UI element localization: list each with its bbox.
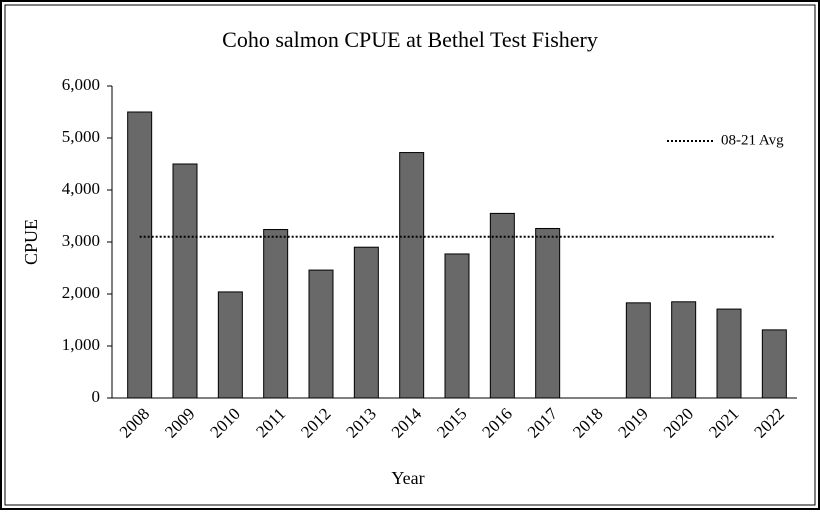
- bar: [308, 269, 334, 399]
- x-tick-label: 2012: [297, 404, 334, 441]
- bar: [535, 227, 561, 399]
- y-axis-label: CPUE: [21, 219, 41, 265]
- x-tick-label: 2016: [478, 404, 515, 441]
- x-tick-label: 2009: [161, 404, 198, 441]
- bar: [761, 329, 787, 399]
- bar: [263, 229, 289, 399]
- x-tick-label: 2021: [705, 404, 742, 441]
- x-tick-label: 2014: [388, 404, 426, 442]
- x-tick-label: 2011: [252, 404, 289, 441]
- x-tick-label: 2008: [116, 404, 153, 441]
- bar: [127, 111, 153, 399]
- y-tick-label: 6,000: [62, 75, 100, 94]
- y-tick-label: 3,000: [62, 231, 100, 250]
- bar: [625, 302, 651, 399]
- x-tick-label: 2020: [660, 404, 697, 441]
- bar: [671, 301, 697, 399]
- chart-title: Coho salmon CPUE at Bethel Test Fishery: [222, 27, 598, 52]
- y-tick-label: 0: [92, 387, 101, 406]
- bar: [444, 253, 470, 399]
- x-tick-label: 2013: [342, 404, 379, 441]
- x-tick-label: 2015: [433, 404, 470, 441]
- y-tick-label: 2,000: [62, 283, 100, 302]
- legend-label: 08-21 Avg: [721, 132, 784, 148]
- x-tick-label: 2022: [750, 404, 787, 441]
- x-tick-label: 2010: [206, 404, 243, 441]
- bar: [353, 246, 379, 399]
- x-tick-label: 2019: [614, 404, 651, 441]
- bar: [217, 291, 243, 399]
- y-tick-label: 1,000: [62, 335, 100, 354]
- y-tick-label: 4,000: [62, 179, 100, 198]
- bar: [716, 308, 742, 399]
- bar: [399, 152, 425, 399]
- x-tick-label: 2017: [524, 404, 562, 442]
- y-tick-label: 5,000: [62, 127, 100, 146]
- x-axis-label: Year: [391, 468, 424, 488]
- x-tick-label: 2018: [569, 404, 606, 441]
- bar: [489, 212, 515, 399]
- bar: [172, 163, 198, 399]
- inner-frame: [4, 4, 816, 506]
